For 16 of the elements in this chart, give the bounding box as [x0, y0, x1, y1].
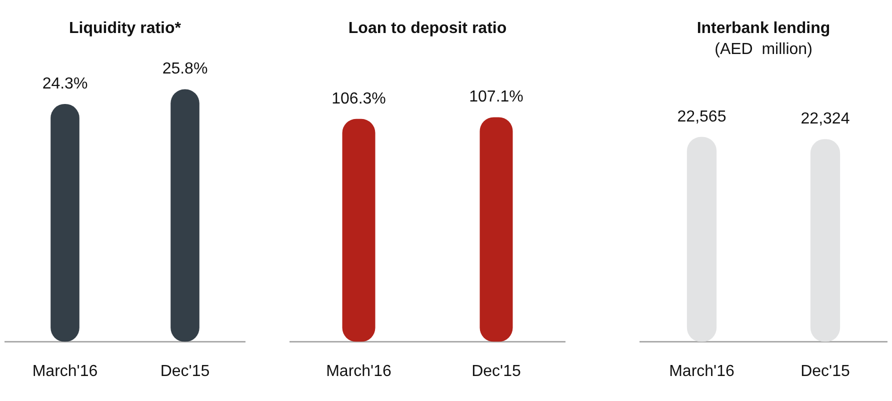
chart-subtitle: (AED million): [714, 41, 812, 58]
x-tick-label: March'16: [326, 362, 392, 380]
data-label: 106.3%: [332, 90, 386, 108]
x-tick-label: March'16: [669, 362, 734, 380]
chart-title: Interbank lending: [696, 20, 830, 38]
data-label: 22,324: [800, 110, 850, 128]
x-tick-label: Dec'15: [160, 362, 210, 380]
x-tick-label: March'16: [32, 362, 98, 380]
data-label: 22,565: [677, 108, 726, 126]
data-label: 24.3%: [42, 75, 88, 92]
chart-title: Liquidity ratio*: [69, 20, 182, 38]
chart-title: Loan to deposit ratio: [348, 20, 507, 38]
data-label: 107.1%: [469, 88, 524, 106]
x-tick-label: Dec'15: [800, 362, 850, 380]
data-label: 25.8%: [162, 60, 208, 78]
x-tick-label: Dec'15: [472, 362, 521, 380]
